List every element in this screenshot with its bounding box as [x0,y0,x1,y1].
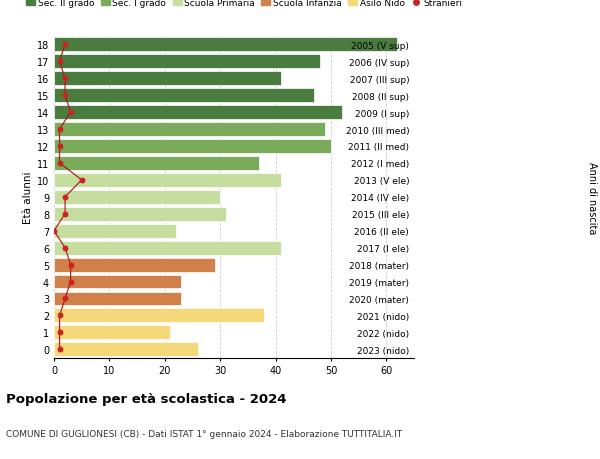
Bar [54,224,176,238]
Text: Anni di nascita: Anni di nascita [587,161,597,234]
Bar [54,140,331,154]
Bar [54,106,342,120]
Point [55,346,64,353]
Point [77,177,86,184]
Text: COMUNE DI GUGLIONESI (CB) - Dati ISTAT 1° gennaio 2024 - Elaborazione TUTTITALIA: COMUNE DI GUGLIONESI (CB) - Dati ISTAT 1… [6,429,402,438]
Point [60,92,70,100]
Point [55,312,64,319]
Point [55,126,64,134]
Bar [54,326,170,340]
Bar [54,123,325,137]
Bar [54,258,215,272]
Bar [54,72,281,86]
Bar [54,207,226,221]
Bar [54,241,281,255]
Bar [54,275,181,289]
Bar [54,342,198,357]
Point [66,278,76,285]
Bar [54,55,320,69]
Bar [54,309,265,323]
Point [66,261,76,269]
Point [60,295,70,302]
Point [55,143,64,150]
Legend: Sec. II grado, Sec. I grado, Scuola Primaria, Scuola Infanzia, Asilo Nido, Stran: Sec. II grado, Sec. I grado, Scuola Prim… [26,0,462,8]
Point [60,194,70,201]
Point [55,160,64,167]
Y-axis label: Età alunni: Età alunni [23,171,32,224]
Point [60,245,70,252]
Bar [54,157,259,170]
Point [66,109,76,117]
Point [60,41,70,49]
Point [49,228,59,235]
Point [60,75,70,83]
Bar [54,174,281,187]
Point [55,329,64,336]
Bar [54,89,314,103]
Point [55,58,64,66]
Text: Popolazione per età scolastica - 2024: Popolazione per età scolastica - 2024 [6,392,287,405]
Point [60,211,70,218]
Bar [54,190,220,204]
Bar [54,292,181,306]
Bar [54,38,397,52]
